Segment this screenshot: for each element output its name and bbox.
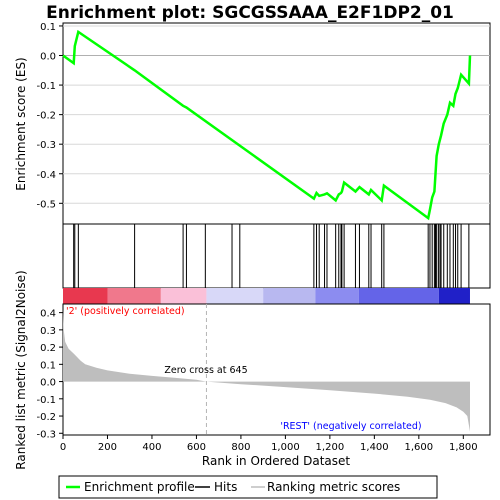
rank-metric-y-tick-label: 0.1 <box>40 360 56 371</box>
rank-x-tick-label: 600 <box>187 442 206 453</box>
rank-metric-y-tick-label: 0.0 <box>40 378 56 389</box>
hits-panel-frame <box>62 223 491 289</box>
heat-bar-segment <box>315 288 359 304</box>
heat-bar-segment <box>107 288 161 304</box>
es-y-tick-label: -0.3 <box>36 140 56 151</box>
legend-enrichment-label: Enrichment profile <box>84 480 195 494</box>
hits-panel <box>62 223 491 304</box>
legend: Enrichment profile Hits Ranking metric s… <box>58 475 438 499</box>
negative-correlation-label: 'REST' (negatively correlated) <box>280 421 421 432</box>
rank-panel-frame <box>62 303 491 436</box>
ranking-metric-area <box>63 309 470 432</box>
rank-metric-panel: '2' (positively correlated) Zero cross a… <box>14 270 491 470</box>
es-y-tick-label: 0.1 <box>40 22 56 33</box>
rank-metric-y-axis: 0.4 0.3 0.2 0.1 0.0 -0.1 -0.2 -0.3 <box>36 309 63 440</box>
ranking-heat-bar <box>63 288 470 304</box>
rank-x-tick-label: 1,800 <box>449 442 478 453</box>
rank-x-tick-label: 1,000 <box>271 442 300 453</box>
es-y-tick-label: -0.5 <box>36 199 56 210</box>
positive-correlation-label: '2' (positively correlated) <box>66 306 185 317</box>
rank-metric-y-tick-label: -0.2 <box>36 412 56 423</box>
rank-x-tick-label: 200 <box>98 442 117 453</box>
rank-x-tick-label: 1,600 <box>405 442 434 453</box>
rank-x-tick-label: 0 <box>60 442 66 453</box>
es-y-axis-label: Enrichment score (ES) <box>14 57 28 190</box>
hit-markers <box>73 224 470 288</box>
heat-bar-segment <box>438 288 470 304</box>
legend-hits-label: Hits <box>214 480 237 494</box>
es-y-axis: 0.1 0.0 -0.1 -0.2 -0.3 -0.4 -0.5 <box>36 22 63 210</box>
rank-x-axis-label: Rank in Ordered Dataset <box>202 454 350 468</box>
heat-bar-segment <box>358 288 439 304</box>
rank-metric-y-tick-label: -0.1 <box>36 395 56 406</box>
es-panel-frame <box>62 22 491 225</box>
rank-x-axis: 0 200 400 600 800 1,000 1,200 1,400 1,600 1,800 <box>60 435 478 453</box>
es-y-tick-label: -0.2 <box>36 111 56 122</box>
legend-frame <box>58 475 438 499</box>
rank-metric-y-tick-label: 0.2 <box>40 343 56 354</box>
heat-bar-segment <box>263 288 316 304</box>
chart-title: Enrichment plot: SGCGSSAAA_E2F1DP2_01 <box>46 3 454 23</box>
enrichment-profile-line <box>62 29 472 221</box>
es-gridlines <box>63 25 490 204</box>
legend-ranking-label: Ranking metric scores <box>267 480 400 494</box>
rank-x-tick-label: 400 <box>142 442 161 453</box>
rank-metric-y-tick-label: 0.4 <box>40 309 56 320</box>
es-panel: 0.1 0.0 -0.1 -0.2 -0.3 -0.4 -0.5 Enrichment sc… <box>14 22 491 225</box>
rank-metric-y-tick-label: -0.3 <box>36 429 56 440</box>
es-y-tick-label: -0.4 <box>36 170 56 181</box>
rank-x-tick-label: 800 <box>231 442 250 453</box>
rank-metric-y-tick-label: 0.3 <box>40 326 56 337</box>
es-y-tick-label: -0.1 <box>36 81 56 92</box>
heat-bar-segment <box>206 288 264 304</box>
zero-cross-label: Zero cross at 645 <box>164 365 247 376</box>
heat-bar-segment <box>160 288 207 304</box>
rank-metric-y-axis-label: Ranked list metric (Signal2Noise) <box>14 270 28 469</box>
rank-x-tick-label: 1,400 <box>360 442 389 453</box>
es-y-tick-label: 0.0 <box>40 52 56 63</box>
heat-bar-segment <box>63 288 108 304</box>
rank-x-tick-label: 1,200 <box>316 442 345 453</box>
